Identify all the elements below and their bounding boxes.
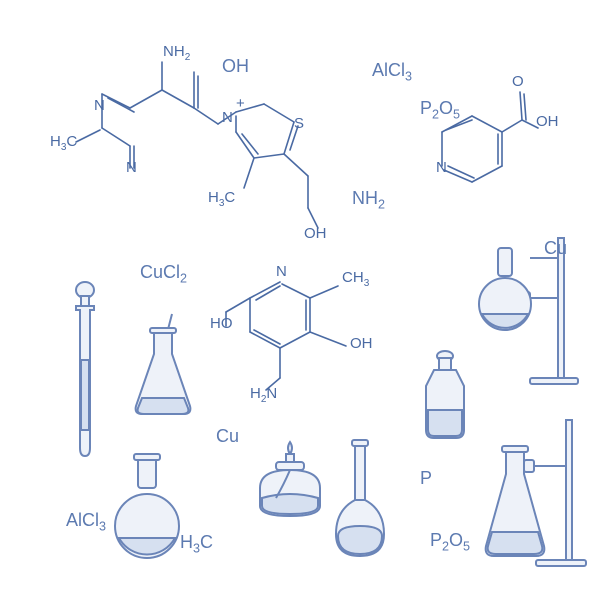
svg-text:CH3: CH3 [342, 269, 370, 289]
structure-pyridoxamine: NCH3HOOHH2N [210, 270, 390, 420]
svg-text:N: N [126, 159, 137, 176]
formula-p2o5b: P2O5 [430, 530, 470, 554]
formula-cu2: Cu [216, 426, 239, 447]
glass-stand-round [470, 238, 580, 388]
svg-text:O: O [512, 73, 524, 90]
glass-small-erlenmeyer [128, 320, 198, 420]
chemistry-infographic: NH2NNH3CN+SH3COH NOOH NCH3HOOHH2N [0, 0, 600, 600]
formula-h3c: H3C [180, 532, 213, 556]
svg-text:OH: OH [304, 225, 327, 242]
svg-text:NH2: NH2 [163, 43, 191, 63]
glass-round-flask [110, 454, 184, 564]
svg-text:OH: OH [350, 335, 373, 352]
formula-p: P [420, 468, 432, 489]
glass-stand-erlenmeyer [478, 420, 588, 570]
glass-column [68, 280, 102, 460]
glass-spirit-lamp [250, 440, 330, 520]
svg-text:S: S [294, 115, 304, 132]
structure-nicotinic: NOOH [430, 80, 580, 210]
svg-text:+: + [236, 95, 245, 112]
svg-text:N: N [276, 263, 287, 280]
svg-text:N: N [222, 109, 233, 126]
svg-text:N: N [94, 97, 105, 114]
structure-thiamine: NH2NNH3CN+SH3COH [50, 50, 350, 260]
formula-alcl3a: AlCl3 [372, 60, 412, 84]
svg-text:H3C: H3C [208, 189, 235, 209]
glass-reagent-bottle [418, 350, 472, 440]
svg-text:H2N: H2N [250, 385, 277, 405]
svg-text:HO: HO [210, 315, 233, 332]
formula-alcl3b: AlCl3 [66, 510, 106, 534]
formula-cucl2: CuCl2 [140, 262, 187, 286]
svg-text:N: N [436, 159, 447, 176]
svg-text:OH: OH [536, 113, 559, 130]
formula-nh2: NH2 [352, 188, 385, 212]
glass-volumetric [330, 440, 390, 560]
svg-text:H3C: H3C [50, 133, 77, 153]
